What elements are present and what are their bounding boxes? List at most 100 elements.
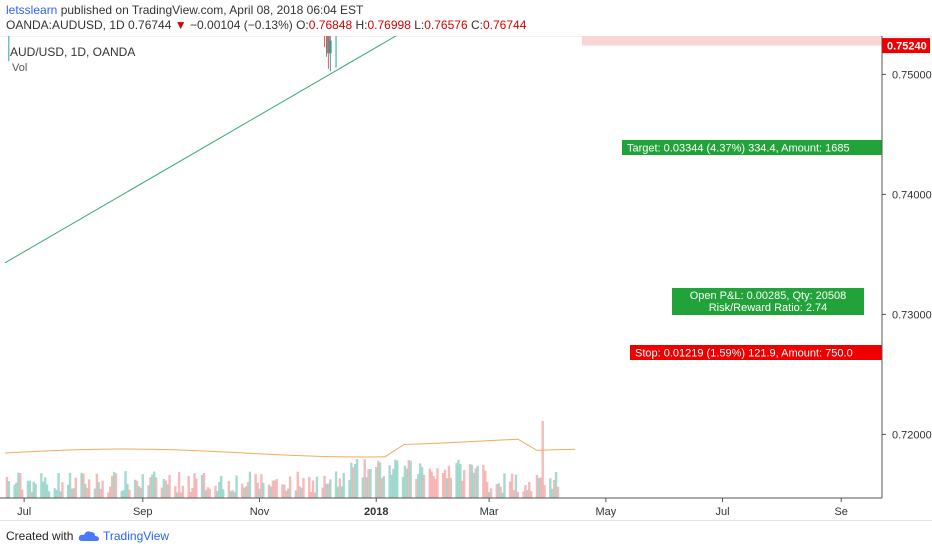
volume-bar: [70, 488, 74, 498]
risk-reward-text: Risk/Reward Ratio: 2.74: [709, 302, 828, 314]
volume-bar: [191, 488, 194, 498]
volume-bar: [501, 492, 504, 498]
volume-bar: [229, 491, 232, 498]
volume-bar: [248, 471, 252, 498]
candles: [8, 36, 337, 72]
volume-bar: [285, 490, 288, 498]
tradingview-link[interactable]: TradingView: [103, 529, 170, 543]
legend-vol: Vol: [12, 62, 27, 74]
volume-bar: [72, 488, 76, 498]
volume-bar: [388, 465, 391, 498]
volume-bar: [99, 488, 102, 498]
volume-bar: [457, 459, 460, 498]
volume-bar: [355, 459, 359, 498]
y-tick-label: 0.75000: [892, 69, 932, 81]
volume-bar: [394, 459, 397, 498]
x-tick-label: Mar: [480, 506, 499, 518]
volume-bar: [162, 479, 166, 498]
volume-bar: [449, 477, 453, 498]
volume-bar: [348, 480, 351, 498]
volume-bar: [206, 487, 210, 498]
x-tick-label: Sep: [133, 506, 153, 518]
drawings: [4, 36, 397, 264]
volume-bar: [530, 491, 533, 498]
volume-bar: [325, 483, 328, 498]
volume-bar: [208, 488, 211, 498]
volume-bar: [82, 473, 85, 498]
volume-bar: [273, 480, 277, 498]
volume-bar: [365, 477, 368, 498]
volume-bar: [189, 492, 192, 498]
loss-zone: [582, 36, 882, 46]
volume-bar: [109, 486, 112, 498]
volume-bar: [34, 483, 37, 498]
price-chart[interactable]: TP2TP1 Target: 0.03344 (4.37%) 334.4, Am…: [0, 36, 932, 520]
volume-bar: [147, 485, 150, 498]
tradingview-cloud-icon[interactable]: [78, 528, 100, 544]
volume-bar: [177, 472, 181, 498]
volume-bar: [300, 487, 303, 498]
volume-bar: [30, 491, 33, 498]
high-label: H:: [355, 18, 368, 32]
volume-bar: [154, 477, 158, 498]
volume-bar: [554, 471, 558, 498]
volume-bar: [216, 490, 219, 498]
volume-bar: [68, 472, 72, 498]
volume-bar: [445, 478, 449, 498]
volume-bar: [419, 463, 422, 498]
low-label: L:: [414, 18, 425, 32]
volume-bar: [128, 489, 131, 498]
position-zones: TP2TP1: [582, 36, 882, 46]
volume-bar: [401, 476, 405, 498]
x-tick-label: Se: [834, 506, 847, 518]
price-axis[interactable]: 0.750000.740000.730000.720000.798030.778…: [833, 36, 932, 441]
volume-bar: [133, 479, 137, 498]
volume-bar: [174, 486, 177, 498]
volume-bar: [19, 473, 22, 498]
volume-bar: [286, 488, 290, 498]
volume-bar: [135, 480, 139, 498]
volume-bar: [430, 471, 433, 498]
volume-bar: [153, 471, 156, 498]
volume-bar: [7, 481, 11, 498]
volume-bar: [214, 485, 217, 498]
volume-bar: [258, 488, 261, 498]
volume-bar: [149, 477, 152, 498]
volume-bar: [95, 473, 99, 498]
volume-bar: [537, 477, 541, 498]
volume-bar: [514, 474, 518, 498]
volume-bar: [267, 484, 271, 498]
open-label: O:: [296, 18, 309, 32]
time-axis[interactable]: Jul Sep Nov 2018 Mar May Jul Se: [17, 498, 848, 518]
volume-bar: [151, 474, 154, 498]
volume-bar: [231, 490, 234, 498]
author-link[interactable]: letsslearn: [6, 3, 58, 17]
volume-bar: [378, 462, 382, 498]
volume-bar: [45, 484, 49, 498]
candle-body: [327, 36, 330, 54]
volume-bar: [375, 467, 378, 498]
volume-bar: [474, 468, 477, 498]
volume-bar: [124, 471, 127, 498]
volume-bar: [420, 467, 424, 498]
volume-bar: [283, 484, 286, 498]
volume-bar: [120, 491, 123, 498]
volume-bar: [552, 479, 556, 498]
close-label: C:: [470, 18, 483, 32]
volume-bar: [516, 491, 520, 498]
volume-bar: [415, 479, 418, 498]
target-label: Target: 0.03344 (4.37%) 334.4, Amount: 1…: [622, 140, 882, 155]
volume-bar: [114, 473, 118, 498]
target-label-text: Target: 0.03344 (4.37%) 334.4, Amount: 1…: [627, 143, 850, 155]
volume-bar: [269, 486, 273, 498]
volume-bar: [489, 488, 493, 498]
volume-bar: [254, 473, 257, 498]
volume-bar: [101, 480, 104, 498]
volume-bar: [57, 473, 60, 498]
volume-bar: [361, 477, 365, 498]
volume-bar: [470, 464, 474, 498]
volume-bar: [543, 485, 546, 498]
volume-bar: [126, 483, 129, 498]
volume-bar: [512, 490, 516, 498]
volume-bar: [53, 488, 56, 498]
